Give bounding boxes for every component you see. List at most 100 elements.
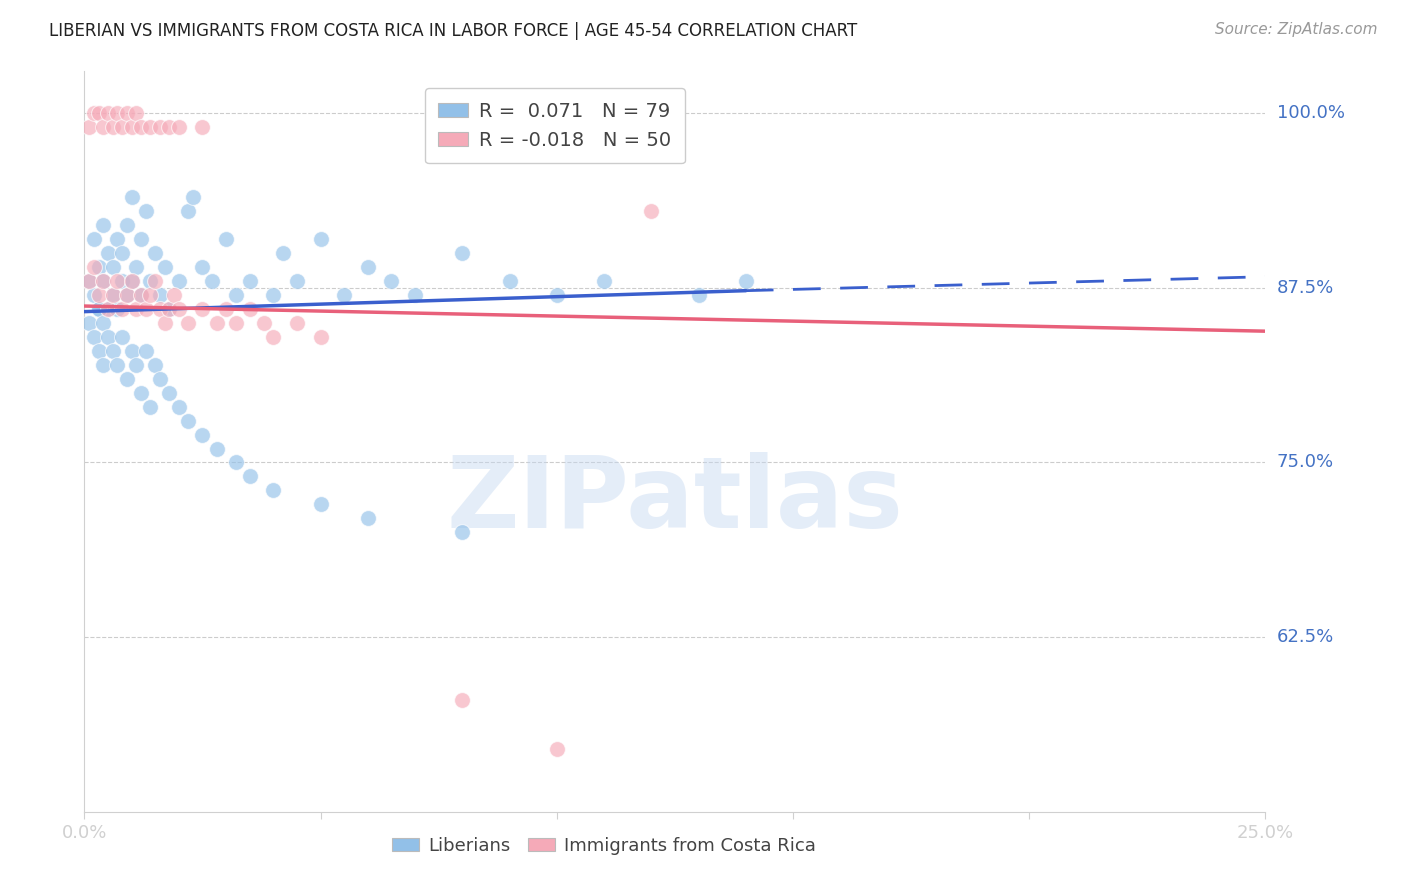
Point (215, 301, 238, 316)
Point (167, 120, 190, 135)
Point (91, 218, 114, 232)
Point (135, 301, 157, 316)
Point (101, 343, 124, 358)
Point (191, 260, 214, 274)
Point (239, 301, 262, 316)
Point (262, 288, 284, 302)
Point (593, 274, 616, 288)
Point (115, 106, 138, 120)
Point (111, 246, 134, 260)
Point (143, 358, 166, 372)
Point (125, 106, 148, 120)
Point (97, 246, 120, 260)
Point (129, 288, 152, 302)
Point (143, 246, 166, 260)
Point (87, 260, 110, 274)
Point (115, 288, 138, 302)
Point (177, 316, 200, 330)
Point (239, 274, 262, 288)
Point (177, 414, 200, 428)
Point (111, 120, 134, 135)
Point (451, 246, 474, 260)
Point (380, 274, 402, 288)
Point (91, 274, 114, 288)
Point (271, 246, 294, 260)
Point (129, 385, 152, 400)
Point (262, 330, 284, 344)
Point (734, 274, 756, 288)
Point (121, 274, 143, 288)
Point (97, 301, 120, 316)
Point (149, 301, 172, 316)
Point (107, 358, 129, 372)
Point (107, 301, 129, 316)
Point (153, 316, 176, 330)
Point (91, 358, 114, 372)
Point (91, 120, 114, 135)
Text: ZIPatlas: ZIPatlas (447, 452, 903, 549)
Point (135, 343, 157, 358)
Text: 75.0%: 75.0% (1277, 453, 1334, 472)
Point (546, 288, 568, 302)
Point (125, 358, 148, 372)
Point (101, 260, 124, 274)
Point (97, 301, 120, 316)
Point (157, 120, 180, 135)
Point (77, 274, 100, 288)
Point (121, 274, 143, 288)
Point (77, 120, 100, 135)
Point (253, 316, 276, 330)
Point (83, 232, 105, 246)
Point (91, 274, 114, 288)
Text: 87.5%: 87.5% (1277, 279, 1334, 297)
Point (125, 260, 148, 274)
Point (77, 316, 100, 330)
Point (149, 120, 172, 135)
Point (177, 204, 200, 219)
Point (101, 120, 124, 135)
Point (91, 316, 114, 330)
Point (143, 274, 166, 288)
Point (139, 274, 162, 288)
Point (357, 260, 380, 274)
Point (157, 301, 180, 316)
Point (285, 316, 308, 330)
Point (121, 190, 143, 204)
Point (640, 204, 662, 219)
Point (83, 288, 105, 302)
Point (101, 288, 124, 302)
Point (129, 232, 152, 246)
Point (153, 260, 176, 274)
Point (225, 316, 247, 330)
Point (139, 288, 162, 302)
Point (87, 301, 110, 316)
Text: LIBERIAN VS IMMIGRANTS FROM COSTA RICA IN LABOR FORCE | AGE 45-54 CORRELATION CH: LIBERIAN VS IMMIGRANTS FROM COSTA RICA I… (49, 22, 858, 40)
Point (157, 385, 180, 400)
Point (191, 120, 214, 135)
Point (205, 316, 228, 330)
Point (107, 232, 129, 246)
Point (239, 469, 262, 483)
Point (121, 120, 143, 135)
Point (225, 288, 247, 302)
Point (107, 274, 129, 288)
Point (191, 427, 214, 442)
Point (111, 274, 134, 288)
Point (201, 274, 224, 288)
Text: Source: ZipAtlas.com: Source: ZipAtlas.com (1215, 22, 1378, 37)
Point (205, 442, 228, 456)
Text: 100.0%: 100.0% (1277, 104, 1344, 122)
Point (309, 330, 332, 344)
Point (87, 343, 110, 358)
Point (225, 455, 247, 469)
Point (83, 106, 105, 120)
Point (309, 497, 332, 511)
Point (357, 511, 380, 525)
Point (87, 106, 110, 120)
Point (167, 301, 190, 316)
Point (77, 274, 100, 288)
Point (404, 288, 426, 302)
Point (97, 106, 120, 120)
Point (135, 204, 157, 219)
Point (333, 288, 356, 302)
